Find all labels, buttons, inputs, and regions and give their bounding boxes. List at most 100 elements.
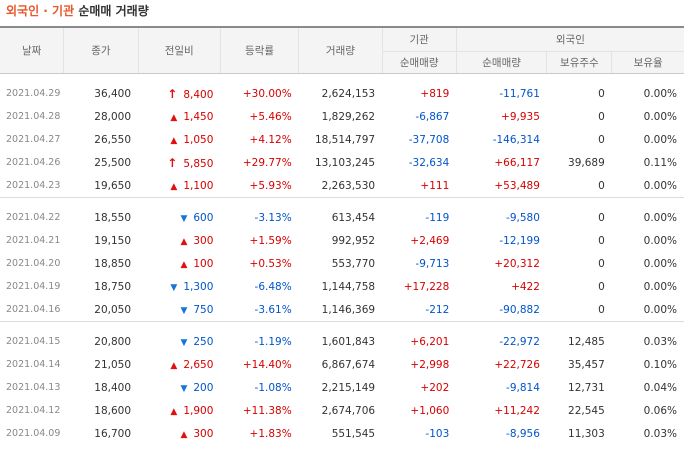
cell-date: 2021.04.09 — [6, 428, 61, 439]
cell-inst-net: -9,713 — [415, 257, 450, 270]
cell-volume: 1,146,369 — [321, 303, 376, 316]
group-separator — [0, 197, 684, 198]
cell-volume: 551,545 — [331, 427, 376, 440]
cell-close: 18,750 — [94, 280, 132, 293]
cell-foreign-hold: 11,303 — [568, 427, 605, 440]
cell-volume: 1,601,843 — [321, 335, 376, 348]
cell-foreign-hold: 39,689 — [568, 156, 605, 169]
cell-foreign-hold: 22,545 — [568, 404, 605, 417]
cell-foreign-ratio: 0.00% — [643, 257, 677, 270]
cell-foreign-net: -22,972 — [499, 335, 540, 348]
up-triangle-icon: ▲ — [170, 112, 178, 123]
table-row: 2021.04.20 18,850 ▲ 100 +0.53% 553,770 -9,713 +… — [0, 252, 684, 275]
change-value: 1,450 — [183, 110, 214, 123]
cell-foreign-net: -90,882 — [499, 303, 540, 316]
table-body: 2021.04.29 36,400 ↑ 8,400 +30.00% 2,624,153 +8… — [0, 74, 684, 446]
cell-close: 36,400 — [94, 87, 132, 100]
table-row: 2021.04.23 19,650 ▲ 1,100 +5.93% 2,263,530 +11… — [0, 174, 684, 198]
table-row: 2021.04.27 26,550 ▲ 1,050 +4.12% 18,514,797 -3… — [0, 128, 684, 151]
up-triangle-icon: ▲ — [170, 135, 178, 146]
cell-date: 2021.04.20 — [6, 258, 61, 269]
cell-foreign-net: +9,935 — [501, 110, 540, 123]
up-triangle-icon: ▲ — [170, 406, 178, 417]
change-value: 250 — [193, 335, 214, 348]
cell-foreign-hold: 0 — [598, 211, 605, 224]
cell-volume: 2,624,153 — [321, 87, 376, 100]
cell-inst-net: -6,867 — [415, 110, 450, 123]
cell-change: ▲ 100 — [138, 252, 220, 275]
cell-foreign-hold: 0 — [598, 280, 605, 293]
cell-change: ▲ 2,650 — [138, 353, 220, 376]
group-separator — [0, 321, 684, 322]
cell-foreign-hold: 0 — [598, 303, 605, 316]
cell-date: 2021.04.13 — [6, 382, 61, 393]
cell-close: 21,050 — [94, 358, 132, 371]
header-inst-net: 순매매량 — [381, 51, 457, 73]
change-value: 1,100 — [183, 179, 214, 192]
cell-date: 2021.04.23 — [6, 180, 61, 191]
change-value: 1,300 — [183, 280, 214, 293]
cell-foreign-ratio: 0.00% — [643, 234, 677, 247]
cell-inst-net: -212 — [425, 303, 450, 316]
change-value: 2,650 — [183, 358, 214, 371]
cell-foreign-ratio: 0.00% — [643, 179, 677, 192]
change-value: 100 — [193, 257, 214, 270]
table-row: 2021.04.14 21,050 ▲ 2,650 +14.40% 6,867,674 +2… — [0, 353, 684, 376]
title-net-volume: 순매매 거래량 — [78, 4, 149, 18]
cell-foreign-net: -8,956 — [506, 427, 540, 440]
cell-foreign-hold: 12,485 — [568, 335, 605, 348]
cell-date: 2021.04.12 — [6, 405, 61, 416]
cell-change: ▼ 750 — [138, 298, 220, 322]
cell-foreign-ratio: 0.00% — [643, 133, 677, 146]
cell-date: 2021.04.29 — [6, 88, 61, 99]
cell-foreign-net: +11,242 — [494, 404, 540, 417]
cell-foreign-hold: 35,457 — [568, 358, 605, 371]
cell-change: ↑ 8,400 — [138, 82, 220, 105]
up-triangle-icon: ▲ — [170, 360, 178, 371]
change-value: 200 — [193, 381, 214, 394]
header-foreign: 외국인 — [455, 26, 684, 52]
cell-foreign-hold: 0 — [598, 234, 605, 247]
trading-table: 날짜 종가 전일비 등락률 거래량 기관 외국인 순매매량 순매매량 보유주수 … — [0, 26, 684, 445]
cell-foreign-ratio: 0.00% — [643, 110, 677, 123]
cell-close: 18,400 — [94, 381, 132, 394]
cell-change: ▲ 300 — [138, 229, 220, 252]
change-value: 300 — [193, 427, 214, 440]
up-triangle-icon: ▲ — [170, 181, 178, 192]
header-close: 종가 — [63, 26, 139, 73]
cell-volume: 2,674,706 — [321, 404, 376, 417]
group-spacer — [0, 322, 684, 330]
change-value: 300 — [193, 234, 214, 247]
cell-foreign-hold: 12,731 — [568, 381, 605, 394]
cell-volume: 992,952 — [331, 234, 376, 247]
cell-close: 28,000 — [94, 110, 132, 123]
cell-foreign-net: -9,814 — [506, 381, 540, 394]
header-rate: 등락률 — [219, 26, 299, 73]
cell-date: 2021.04.28 — [6, 111, 61, 122]
group-spacer — [0, 74, 684, 83]
cell-change: ↑ 5,850 — [138, 151, 220, 174]
group-spacer — [0, 198, 684, 206]
cell-inst-net: +111 — [420, 179, 450, 192]
title-foreign-institution: 외국인 · 기관 — [6, 4, 75, 18]
cell-foreign-net: -11,761 — [499, 87, 540, 100]
cell-foreign-hold: 0 — [598, 87, 605, 100]
cell-foreign-ratio: 0.00% — [643, 87, 677, 100]
down-triangle-icon: ▼ — [180, 337, 188, 348]
cell-date: 2021.04.15 — [6, 336, 61, 347]
cell-change: ▼ 600 — [138, 206, 220, 229]
cell-inst-net: +17,228 — [403, 280, 450, 293]
cell-rate: +5.93% — [249, 179, 292, 192]
cell-change: ▲ 1,900 — [138, 399, 220, 422]
table-row: 2021.04.22 18,550 ▼ 600 -3.13% 613,454 -119 -9,… — [0, 206, 684, 229]
table-row: 2021.04.12 18,600 ▲ 1,900 +11.38% 2,674,706 +1… — [0, 399, 684, 422]
cell-inst-net: -32,634 — [408, 156, 450, 169]
table-row: 2021.04.16 20,050 ▼ 750 -3.61% 1,146,369 -212 -… — [0, 298, 684, 322]
cell-close: 26,550 — [94, 133, 132, 146]
cell-foreign-hold: 0 — [598, 133, 605, 146]
cell-date: 2021.04.19 — [6, 281, 61, 292]
cell-close: 19,650 — [94, 179, 132, 192]
cell-rate: -3.13% — [254, 211, 292, 224]
cell-volume: 1,829,262 — [321, 110, 376, 123]
cell-inst-net: +819 — [420, 87, 450, 100]
